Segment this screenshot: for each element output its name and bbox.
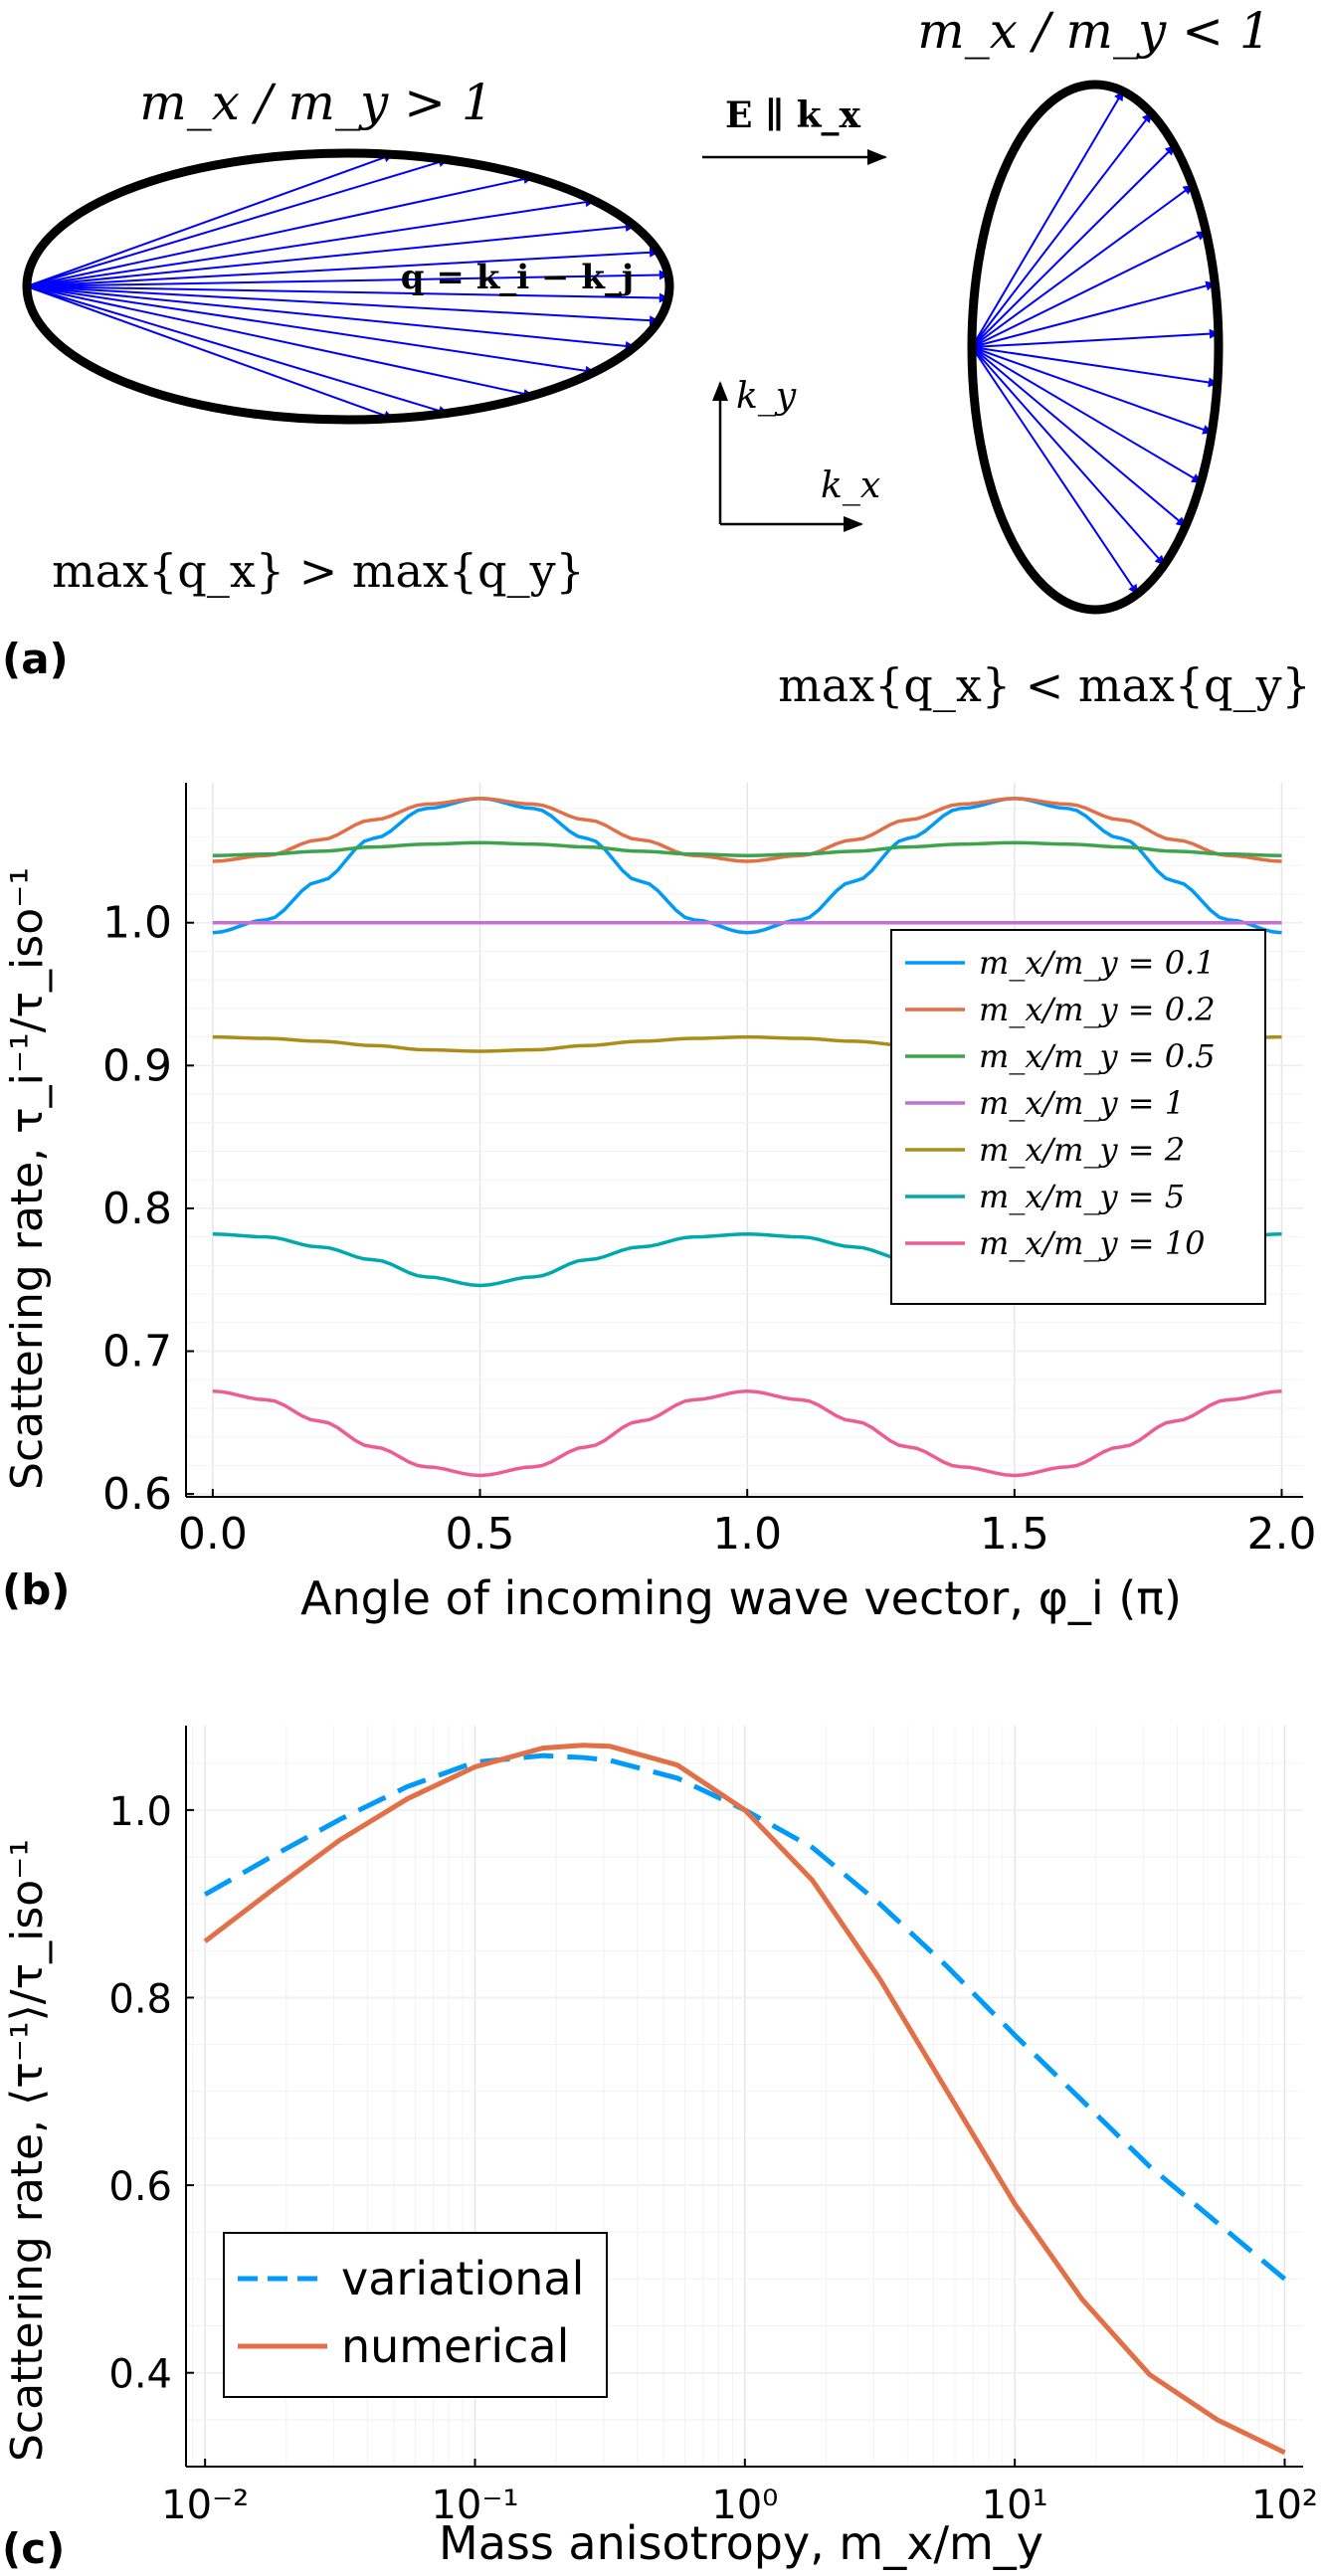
right-ellipse-arrows [971, 90, 1220, 595]
right-mass-ratio: m_x / m_y < 1 [917, 2, 1270, 60]
legend-label-0: variational [341, 2252, 584, 2305]
b-tick-labels: 0.0 0.5 1.0 1.5 2.0 0.6 0.7 0.8 0.9 1.0 [102, 898, 1316, 1560]
right-q-vector [971, 145, 1176, 348]
y-tick-label: 1.0 [102, 898, 172, 949]
y-tick-label: 0.6 [108, 2164, 172, 2210]
left-q-vector [26, 285, 636, 351]
right-q-vector [971, 90, 1124, 348]
right-q-vector [971, 328, 1220, 348]
left-q-vector [26, 157, 449, 287]
legend-label-2: m_x/m_y = 0.5 [979, 1037, 1216, 1075]
q-definition: q = k_i − k_j [401, 258, 634, 297]
right-q-vector [971, 346, 1203, 483]
right-fermi-ellipse [967, 80, 1224, 615]
series-line-0 [203, 1752, 1287, 2282]
left-q-vector [26, 197, 596, 287]
kx-axis-label: k_x [821, 465, 880, 506]
right-q-vector [971, 346, 1187, 527]
y-tick-label: 1.0 [108, 1789, 172, 1835]
right-q-vector [971, 346, 1166, 566]
legend-label-6: m_x/m_y = 10 [979, 1224, 1205, 1262]
legend-box [223, 2232, 608, 2398]
panel-b-label: (b) [2, 1565, 70, 1614]
b-axes [185, 783, 1303, 1498]
panel-c-chart: 10⁻² 10⁻¹ 10⁰ 10¹ 10² 0.4 0.6 0.8 1.0 variationa… [2, 1726, 1318, 2573]
c-y-axis-label: Scattering rate, ⟨τ⁻¹⟩/τ_iso⁻¹ [2, 1839, 53, 2462]
right-q-vector [971, 184, 1194, 348]
left-q-vector [26, 285, 449, 416]
series-line-1 [212, 797, 1282, 863]
series-line-0 [212, 797, 1282, 935]
x-tick-label: 1.0 [712, 1509, 782, 1560]
left-q-vector [26, 285, 660, 326]
y-tick-label: 0.7 [102, 1327, 172, 1378]
x-tick-label: 10⁻¹ [431, 2483, 518, 2528]
right-q-vector [971, 346, 1214, 435]
series-line-1 [203, 1743, 1286, 2456]
ky-axis-label: k_y [736, 376, 797, 417]
right-caption: max{q_x} < max{q_y} [778, 658, 1311, 712]
panel-c-label: (c) [2, 2524, 65, 2573]
right-q-vector [971, 111, 1153, 348]
y-tick-label: 0.8 [102, 1184, 172, 1234]
left-ellipse-arrows [26, 152, 669, 421]
b-y-axis-label: Scattering rate, τ_i⁻¹/τ_iso⁻¹ [2, 867, 53, 1490]
panel-a-label: (a) [2, 635, 69, 683]
right-q-vector [971, 346, 1139, 595]
left-fermi-ellipse [22, 148, 674, 425]
c-tick-labels: 10⁻² 10⁻¹ 10⁰ 10¹ 10² 0.4 0.6 0.8 1.0 [108, 1789, 1318, 2528]
left-q-vector [26, 247, 660, 287]
series-line-2 [212, 840, 1282, 857]
left-caption: max{q_x} > max{q_y} [52, 544, 585, 598]
legend-label-3: m_x/m_y = 1 [979, 1084, 1185, 1122]
left-q-vector [26, 285, 534, 399]
c-axes [185, 1726, 1303, 2468]
panel-b-chart: 0.0 0.5 1.0 1.5 2.0 0.6 0.7 0.8 0.9 1.0 m_x/m_y =… [2, 783, 1316, 1625]
left-q-vector [26, 174, 534, 287]
x-tick-label: 10⁰ [711, 2483, 778, 2528]
y-tick-label: 0.4 [108, 2352, 172, 2398]
right-q-vector [971, 346, 1219, 388]
series-line-6 [212, 1388, 1282, 1478]
x-tick-label: 10² [1251, 2483, 1318, 2528]
left-q-vector [26, 285, 669, 303]
c-legend: variational numerical [223, 2232, 608, 2398]
left-q-vector [26, 270, 669, 287]
left-q-vector [26, 285, 596, 376]
b-x-axis-label: Angle of incoming wave vector, φ_i (π) [300, 1571, 1182, 1625]
legend-label-1: numerical [341, 2319, 569, 2373]
x-tick-label: 0.0 [178, 1509, 248, 1560]
legend-label-4: m_x/m_y = 2 [979, 1131, 1185, 1169]
panel-a-diagram: m_x / m_y > 1 m_x / m_y < 1 q = k_i − k_… [2, 2, 1311, 712]
x-tick-label: 10¹ [982, 2483, 1048, 2528]
right-q-vector [971, 231, 1208, 348]
y-tick-label: 0.8 [108, 1976, 172, 2022]
y-tick-label: 0.9 [102, 1040, 172, 1091]
legend-label-5: m_x/m_y = 5 [979, 1178, 1185, 1215]
x-tick-label: 1.5 [980, 1509, 1049, 1560]
k-axes: k_x k_y [712, 376, 880, 532]
x-tick-label: 0.5 [446, 1509, 515, 1560]
left-q-vector [26, 222, 636, 287]
left-mass-ratio: m_x / m_y > 1 [139, 74, 492, 131]
legend-label-0: m_x/m_y = 0.1 [979, 944, 1216, 982]
left-q-vector [26, 285, 394, 421]
c-series-group [203, 1743, 1287, 2456]
left-q-vector [26, 152, 394, 287]
y-tick-label: 0.6 [102, 1469, 172, 1520]
x-tick-label: 2.0 [1247, 1509, 1317, 1560]
c-x-axis-label: Mass anisotropy, m_x/m_y [439, 2516, 1043, 2570]
x-tick-label: 10⁻² [161, 2483, 249, 2528]
right-q-vector [971, 280, 1217, 348]
legend-label-1: m_x/m_y = 0.2 [979, 991, 1216, 1028]
b-legend: m_x/m_y = 0.1 m_x/m_y = 0.2 m_x/m_y = 0.5 m… [890, 929, 1266, 1305]
field-label: E ∥ k_x [725, 94, 861, 136]
